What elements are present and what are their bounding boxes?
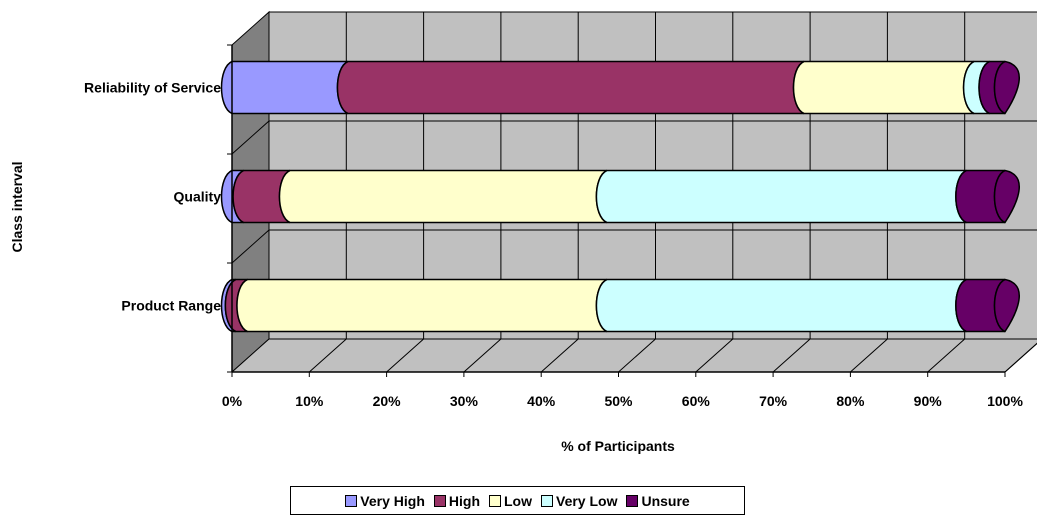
- floor-gridline: [540, 338, 579, 373]
- bar-end-cap-reliability-of-service: [993, 60, 1020, 115]
- x-tick-label: 0%: [222, 393, 243, 409]
- bar-end-cap-quality: [993, 169, 1020, 224]
- floor-gridline: [386, 338, 424, 373]
- floor-gridline: [618, 338, 656, 373]
- legend-swatch: [345, 494, 358, 507]
- bar-segment-product-range-low: [236, 278, 608, 333]
- floor-gridline: [463, 338, 502, 373]
- legend-item-unsure: Unsure: [626, 492, 690, 509]
- x-tick-label: 40%: [527, 393, 556, 409]
- y-axis-title: Class interval: [9, 161, 25, 252]
- floor-gridline: [927, 338, 966, 373]
- floor: [230, 338, 1037, 373]
- gridline-horizontal: [231, 229, 1037, 264]
- legend-swatch: [433, 494, 446, 507]
- bars: [220, 60, 1020, 333]
- legend-label: Very High: [360, 492, 425, 509]
- x-tick-label: 60%: [682, 393, 711, 409]
- legend: Very High High Low Very Low Unsure: [290, 486, 745, 515]
- bar-segment-product-range-very-low: [595, 278, 967, 333]
- legend-label: High: [448, 492, 480, 509]
- bar-segment-reliability-of-service-low: [792, 60, 975, 115]
- bar-segment-reliability-of-service-very-high: [220, 60, 349, 115]
- bar-segment-reliability-of-service-high: [336, 60, 805, 115]
- legend-swatch: [489, 494, 501, 507]
- x-tick-label: 30%: [450, 393, 479, 409]
- x-tick-label: 70%: [759, 393, 788, 409]
- legend-item-very-high: Very High: [345, 493, 425, 509]
- legend-label: Unsure: [641, 492, 690, 509]
- legend-item-low: Low: [489, 493, 532, 509]
- category-label: Quality: [174, 189, 222, 205]
- gridline-horizontal: [231, 120, 1037, 155]
- floor-gridline: [850, 338, 888, 373]
- floor-gridline: [772, 338, 811, 373]
- bar-segment-quality-very-low: [595, 169, 967, 224]
- floor-gridline: [695, 338, 734, 373]
- x-tick-label: 50%: [604, 393, 633, 409]
- legend-item-high: High: [433, 492, 480, 509]
- legend-label: Low: [504, 492, 532, 509]
- x-tick-label: 10%: [295, 393, 324, 409]
- bar-segment-quality-low: [278, 169, 608, 224]
- floor-gridline: [308, 338, 347, 373]
- x-tick-label: 80%: [836, 393, 865, 409]
- x-axis-title: % of Participants: [561, 438, 675, 454]
- floor-gridline: [1004, 342, 1037, 373]
- legend-label: Very Low: [556, 492, 618, 509]
- category-label: Reliability of Service: [84, 80, 221, 96]
- legend-swatch: [626, 494, 639, 507]
- x-tick-label: 100%: [987, 393, 1023, 409]
- legend-item-very-low: Very Low: [541, 493, 617, 509]
- tick-labels: Reliability of Service Quality Product Ran…: [84, 80, 1023, 410]
- legend-swatch: [541, 494, 553, 507]
- bar-end-cap-product-range: [993, 278, 1020, 333]
- x-tick-label: 20%: [373, 393, 402, 409]
- category-label: Product Range: [121, 298, 221, 314]
- axes: [227, 44, 1006, 377]
- x-tick-label: 90%: [914, 393, 943, 409]
